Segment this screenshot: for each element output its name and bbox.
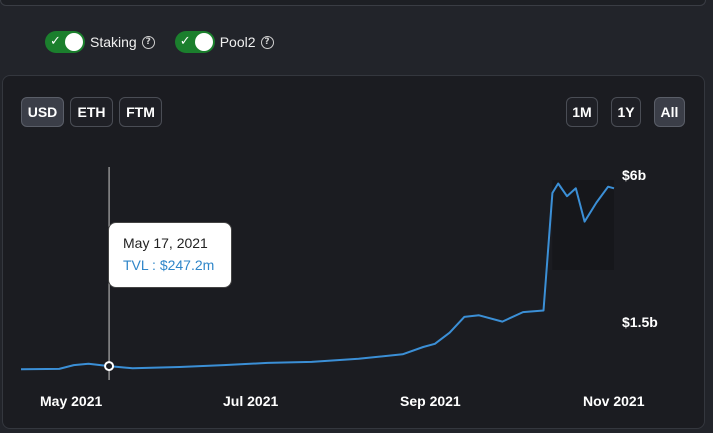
tooltip-date: May 17, 2021 [123,235,208,251]
help-icon[interactable]: ? [260,35,274,49]
currency-ftm-button[interactable]: FTM [119,97,162,127]
range-all-button[interactable]: All [654,97,685,127]
checkmark-icon: ✓ [50,34,61,49]
toggle-bar: ✓ Staking ? ✓ Pool2 ? [45,31,294,53]
pool2-toggle-group: ✓ Pool2 ? [174,31,274,53]
x-tick-label: Jul 2021 [223,393,279,409]
range-1y-button[interactable]: 1Y [611,97,641,127]
x-tick-label: Nov 2021 [583,393,645,409]
help-icon[interactable]: ? [141,35,155,49]
y-tick-label: $1.5b [622,314,658,330]
toggle-knob [65,33,83,51]
tvl-series-line [20,182,615,371]
checkmark-icon: ✓ [179,34,191,49]
x-tick-label: May 2021 [40,393,103,409]
staking-label: Staking [90,34,137,50]
pool2-label: Pool2 [219,34,256,50]
x-tick-label: Sep 2021 [400,393,461,409]
staking-toggle-group: ✓ Staking ? [45,31,155,53]
highlighted-point [104,361,115,372]
currency-eth-button[interactable]: ETH [70,97,113,127]
staking-toggle[interactable]: ✓ [45,31,85,53]
hover-shade [552,180,614,270]
chart-tooltip: May 17, 2021 TVL : $247.2m [108,222,232,288]
tooltip-value: TVL : $247.2m [123,257,215,273]
toggle-knob [194,33,213,51]
currency-usd-button[interactable]: USD [21,97,64,127]
range-1m-button[interactable]: 1M [566,97,598,127]
pool2-toggle[interactable]: ✓ [174,31,215,53]
y-tick-label: $6b [622,167,647,183]
